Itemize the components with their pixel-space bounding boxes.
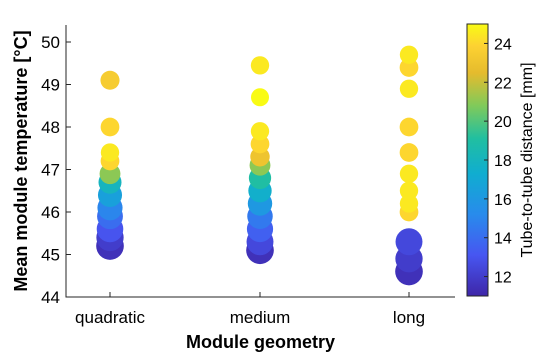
- y-tick-label: 46: [41, 203, 60, 222]
- y-axis-title: Mean module temperature [°C]: [11, 30, 31, 291]
- y-tick-label: 44: [41, 288, 60, 307]
- data-point-quadratic-11: [100, 143, 120, 162]
- y-tick-label: 45: [41, 246, 60, 265]
- data-point-medium-12: [251, 88, 269, 107]
- data-point-medium-9: [250, 134, 270, 154]
- colorbar-tick-label: 16: [494, 192, 512, 209]
- colorbar-title: Tube-to-tube distance [mm]: [519, 62, 536, 257]
- data-point-long-8: [399, 181, 419, 200]
- data-point-long-5: [399, 117, 419, 137]
- data-point-long-4: [399, 143, 419, 162]
- data-point-long-11: [399, 45, 419, 64]
- data-point-long-2: [395, 228, 423, 256]
- colorbar-ticks: 12 14 16 18 20 22 24: [484, 36, 512, 287]
- y-ticks: 44 45 46 47 48 49 50: [41, 33, 71, 307]
- data-point-long-6: [399, 58, 419, 77]
- x-tick-label-quadratic: quadratic: [75, 308, 145, 327]
- data-point-medium-10: [250, 122, 270, 141]
- data-point-quadratic-8: [100, 70, 120, 90]
- points-layer: [96, 45, 423, 286]
- colorbar-tick-label: 12: [494, 270, 512, 287]
- data-point-medium-11: [250, 56, 270, 75]
- y-tick-label: 48: [41, 118, 60, 137]
- y-tick-label: 47: [41, 161, 60, 180]
- colorbar-tick-label: 24: [494, 36, 512, 53]
- colorbar-tick-label: 22: [494, 75, 512, 92]
- x-tick-label-long: long: [393, 308, 425, 327]
- data-point-quadratic-10: [100, 117, 120, 137]
- x-axis-title: Module geometry: [186, 332, 335, 352]
- colorbar-tick-label: 14: [494, 231, 512, 248]
- x-ticks: quadratic medium long: [75, 292, 425, 327]
- colorbar-tick-label: 18: [494, 153, 512, 170]
- data-point-long-7: [399, 194, 419, 213]
- data-point-long-10: [399, 79, 419, 98]
- x-tick-label-medium: medium: [230, 308, 290, 327]
- y-tick-label: 49: [41, 76, 60, 95]
- y-tick-label: 50: [41, 33, 60, 52]
- colorbar-tick-label: 20: [494, 114, 512, 131]
- data-point-long-9: [399, 164, 419, 183]
